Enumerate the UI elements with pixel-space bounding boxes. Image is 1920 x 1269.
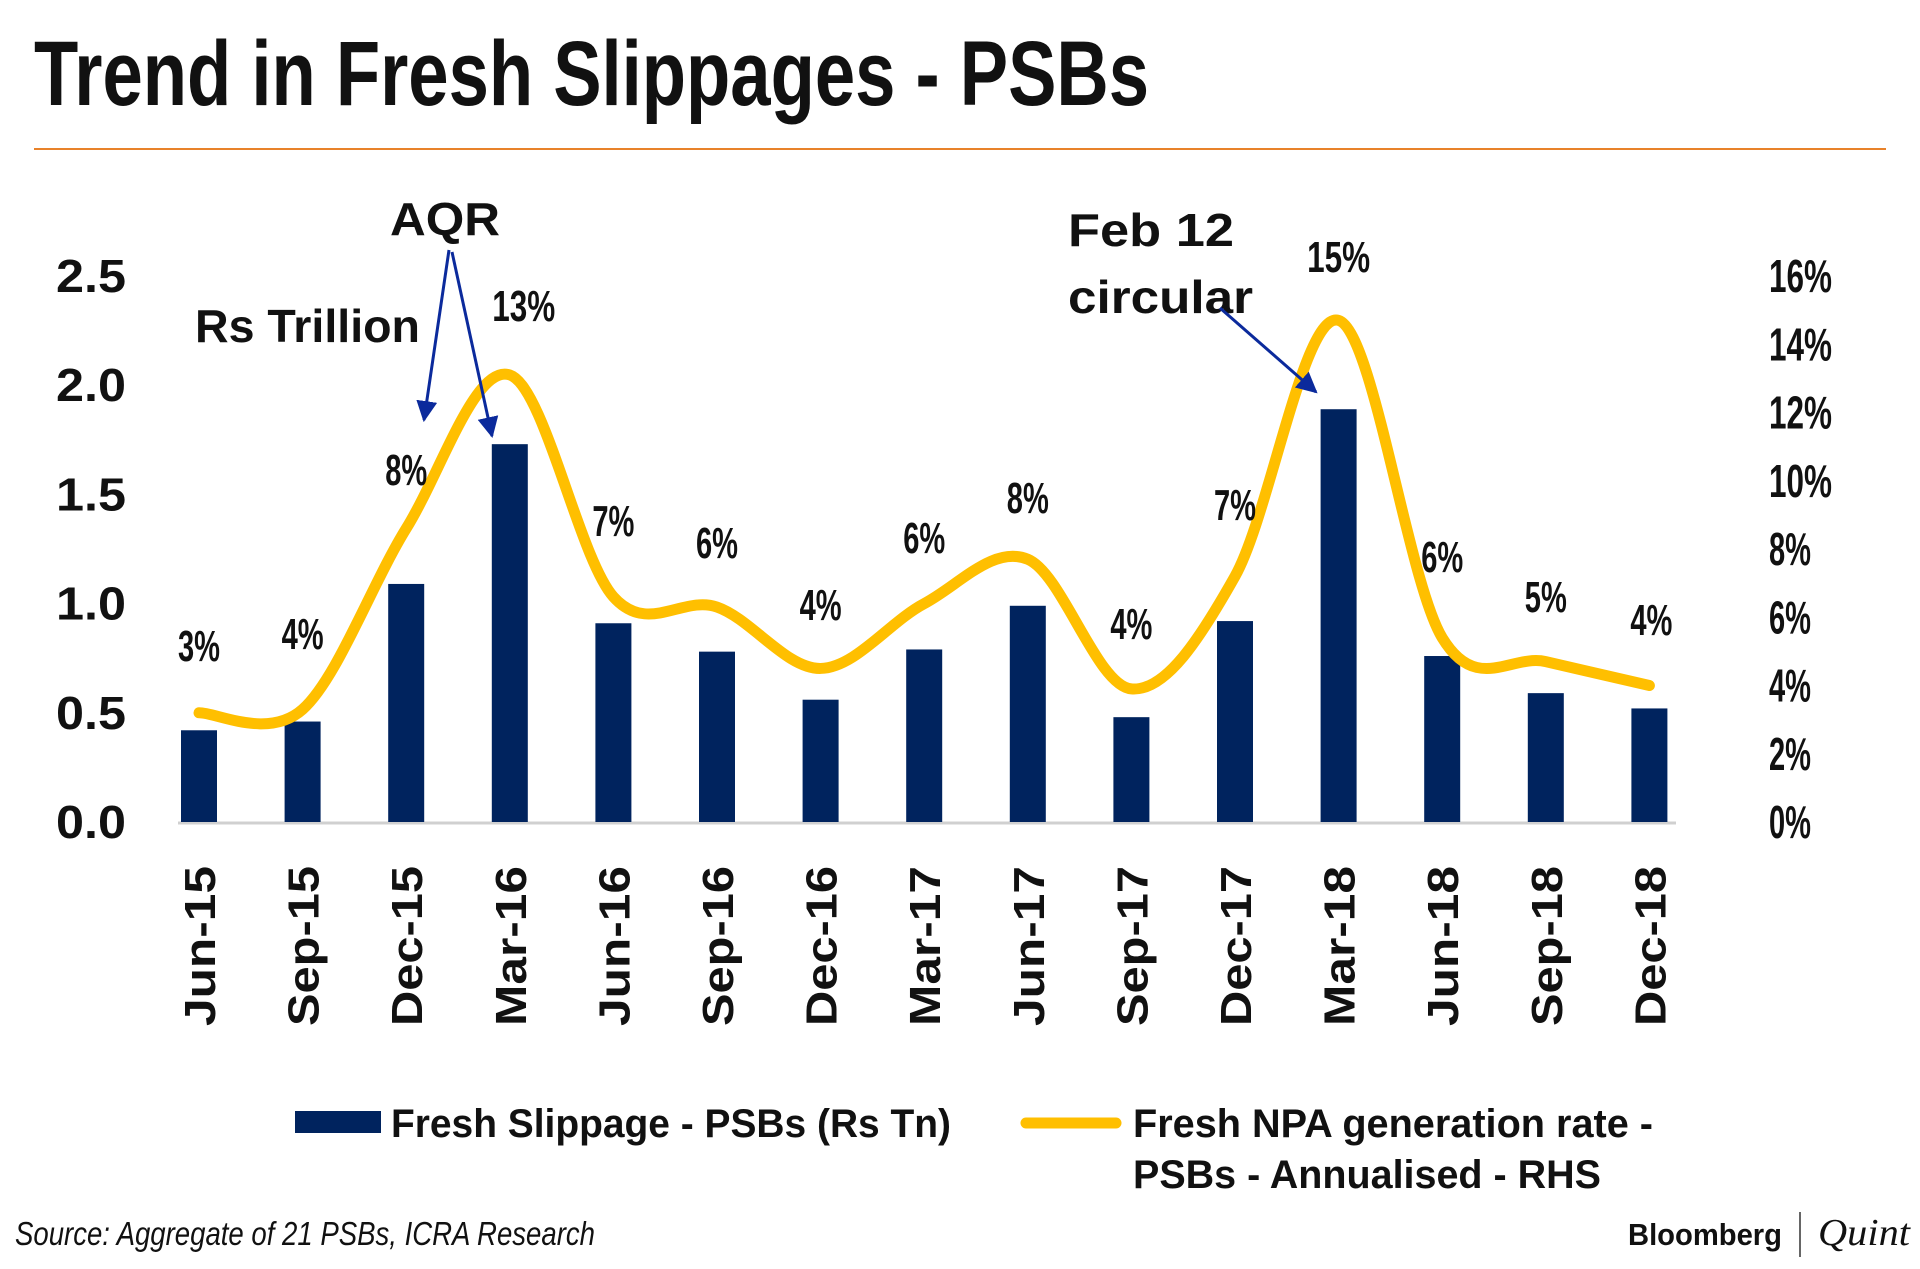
bar-jun-18	[1424, 656, 1461, 822]
bar-mar-18	[1320, 409, 1357, 822]
npa-rate-line	[193, 314, 1655, 730]
left-tick-label: 1.5	[56, 468, 126, 520]
annotation-feb12-line2: circular	[1068, 271, 1253, 323]
data-label: 4%	[800, 581, 842, 630]
data-labels: 3% 4% 8% 13% 7% 6% 4% 6% 8% 4% 7% 15% 6% 5% 4%	[178, 233, 1672, 671]
right-tick-label: 8%	[1769, 523, 1811, 575]
left-axis-unit-label: Rs Trillion	[195, 300, 420, 352]
data-label: 3%	[178, 622, 220, 671]
right-axis-ticks: 0% 2% 4% 6% 8% 10% 12% 14% 16%	[1769, 250, 1832, 848]
x-tick-label: Dec-15	[383, 866, 432, 1026]
bar-dec-18	[1631, 708, 1668, 822]
data-label: 4%	[282, 610, 324, 659]
data-label: 4%	[1630, 596, 1672, 645]
right-tick-label: 10%	[1769, 455, 1832, 507]
right-tick-label: 6%	[1769, 591, 1811, 643]
left-tick-label: 2.5	[56, 250, 126, 302]
right-tick-label: 0%	[1769, 796, 1811, 848]
x-tick-label: Dec-17	[1212, 866, 1261, 1026]
x-tick-label: Jun-18	[1419, 866, 1468, 1026]
annotation-feb12-line1: Feb 12	[1068, 204, 1234, 256]
bar-dec-15	[388, 583, 425, 822]
legend-label-bar: Fresh Slippage - PSBs (Rs Tn)	[391, 1102, 951, 1146]
data-label: 13%	[492, 282, 555, 331]
left-tick-label: 0.5	[56, 687, 126, 739]
x-tick-label: Jun-15	[176, 866, 225, 1026]
logo-bloomberg: Bloomberg	[1628, 1217, 1782, 1252]
data-label: 8%	[1007, 474, 1049, 523]
x-tick-label: Mar-18	[1316, 866, 1365, 1026]
data-label: 8%	[385, 446, 427, 495]
x-tick-label: Sep-15	[280, 866, 329, 1026]
bar-mar-16	[491, 444, 528, 822]
right-tick-label: 4%	[1769, 660, 1811, 712]
source-note: Source: Aggregate of 21 PSBs, ICRA Resea…	[15, 1215, 595, 1252]
data-label: 4%	[1110, 600, 1152, 649]
bar-jun-16	[595, 623, 632, 822]
right-tick-label: 12%	[1769, 387, 1832, 439]
x-tick-label: Sep-18	[1523, 866, 1572, 1026]
legend-swatch-bar	[295, 1111, 381, 1133]
bar-mar-17	[906, 649, 943, 822]
x-axis-labels: Jun-15 Sep-15 Dec-15 Mar-16 Jun-16 Sep-16 Dec-…	[176, 866, 1675, 1026]
left-tick-label: 0.0	[56, 796, 126, 848]
bar-sep-18	[1527, 693, 1564, 822]
data-label: 7%	[592, 497, 634, 546]
bar-dec-17	[1217, 621, 1253, 822]
right-tick-label: 2%	[1769, 728, 1811, 780]
left-tick-label: 1.0	[56, 578, 126, 630]
bar-jun-15	[181, 730, 217, 822]
x-tick-label: Dec-18	[1626, 866, 1675, 1026]
bar-jun-17	[1009, 605, 1046, 822]
chart-title: Trend in Fresh Slippages - PSBs	[34, 23, 1149, 125]
logo-quint: Quint	[1818, 1212, 1912, 1254]
legend-label-line-2: PSBs - Annualised - RHS	[1133, 1153, 1601, 1197]
x-tick-label: Sep-16	[694, 866, 743, 1026]
x-tick-label: Mar-17	[901, 866, 950, 1026]
x-tick-label: Sep-17	[1108, 866, 1157, 1026]
aqr-arrow-2	[450, 251, 499, 439]
aqr-arrow-1	[416, 249, 451, 423]
feb12-arrow	[1219, 306, 1318, 394]
legend: Fresh Slippage - PSBs (Rs Tn) Fresh NPA …	[295, 1102, 1653, 1197]
left-axis-ticks: 0.0 0.5 1.0 1.5 2.0 2.5	[56, 250, 126, 848]
left-tick-label: 2.0	[56, 359, 126, 411]
x-tick-label: Jun-16	[590, 866, 639, 1026]
x-tick-label: Jun-17	[1005, 866, 1054, 1026]
bars	[181, 409, 1668, 822]
data-label: 7%	[1214, 481, 1256, 530]
data-label: 6%	[903, 514, 945, 563]
bloomberg-quint-logo: Bloomberg Quint	[1628, 1212, 1912, 1257]
bar-sep-15	[284, 721, 321, 822]
data-label: 5%	[1525, 573, 1567, 622]
bar-sep-16	[699, 651, 735, 822]
bar-sep-17	[1113, 717, 1150, 822]
x-tick-label: Dec-16	[798, 866, 847, 1026]
data-label: 6%	[1421, 533, 1463, 582]
bar-dec-16	[802, 699, 839, 822]
right-tick-label: 14%	[1769, 318, 1832, 370]
right-tick-label: 16%	[1769, 250, 1832, 302]
data-label: 15%	[1307, 233, 1370, 282]
x-tick-label: Mar-16	[487, 866, 536, 1026]
annotation-aqr: AQR	[390, 193, 500, 245]
legend-label-line-1: Fresh NPA generation rate -	[1133, 1102, 1653, 1146]
data-label: 6%	[696, 519, 738, 568]
